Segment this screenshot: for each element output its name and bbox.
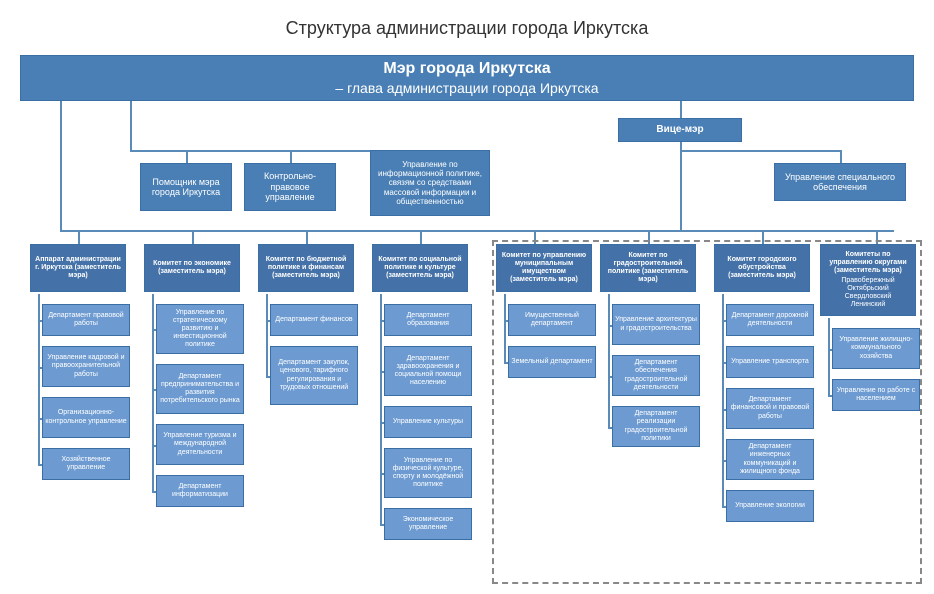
sub-col1-2: Организационно-контрольное управление: [42, 397, 130, 438]
vice-mayor-box: Вице-мэр: [618, 118, 742, 142]
sub-col8-1: Управление по работе с населением: [832, 379, 920, 411]
sub-col4-1: Департамент здравоохранения и социальной…: [384, 346, 472, 396]
sub-col4-0: Департамент образования: [384, 304, 472, 336]
sub-col1-1: Управление кадровой и правоохранительной…: [42, 346, 130, 387]
sub-col3-1: Департамент закупок, ценового, тарифного…: [270, 346, 358, 405]
sub-col3-0: Департамент финансов: [270, 304, 358, 336]
diagram-title: Структура администрации города Иркутска: [0, 0, 934, 47]
committee-5: Комитет по управлению муниципальным имущ…: [496, 244, 592, 292]
committee-4: Комитет по социальной политике и культур…: [372, 244, 468, 292]
sub-col8-0: Управление жилищно-коммунального хозяйст…: [832, 328, 920, 369]
row2-assistant: Помощник мэра города Иркутска: [140, 163, 232, 211]
committee-7: Комитет городского обустройства (замести…: [714, 244, 810, 292]
committee-3: Комитет по бюджетной политике и финансам…: [258, 244, 354, 292]
sub-col2-1: Департамент предпринимательства и развит…: [156, 364, 244, 414]
sub-col1-3: Хозяйственное управление: [42, 448, 130, 480]
sub-col7-3: Департамент инженерных коммуникаций и жи…: [726, 439, 814, 480]
sub-col1-0: Департамент правовой работы: [42, 304, 130, 336]
sub-col6-0: Управление архитектуры и градостроительс…: [612, 304, 700, 345]
sub-col4-2: Управление культуры: [384, 406, 472, 438]
mayor-line2: – глава администрации города Иркутска: [335, 80, 598, 96]
committee-2: Комитет по экономике (заместитель мэра): [144, 244, 240, 292]
sub-col6-2: Департамент реализации градостроительной…: [612, 406, 700, 447]
sub-col6-1: Департамент обеспечения градостроительно…: [612, 355, 700, 396]
row2-special: Управление специального обеспечения: [774, 163, 906, 201]
sub-col7-2: Департамент финансовой и правовой работы: [726, 388, 814, 429]
mayor-line1: Мэр города Иркутска: [383, 60, 550, 78]
row2-infopolicy: Управление по информационной политике, с…: [370, 150, 490, 216]
sub-col2-2: Управление туризма и международной деяте…: [156, 424, 244, 465]
sub-col7-1: Управление транспорта: [726, 346, 814, 378]
committee-1: Аппарат администрации г. Иркутска (замес…: [30, 244, 126, 292]
sub-col5-1: Земельный департамент: [508, 346, 596, 378]
sub-col4-4: Экономическое управление: [384, 508, 472, 540]
sub-col7-0: Департамент дорожной деятельности: [726, 304, 814, 336]
row2-control: Контрольно-правовое управление: [244, 163, 336, 211]
committee-8: Комитеты по управлению округами (замести…: [820, 244, 916, 316]
sub-col7-4: Управление экологии: [726, 490, 814, 522]
committee-6: Комитет по градостроительной политике (з…: [600, 244, 696, 292]
sub-col2-3: Департамент информатизации: [156, 475, 244, 507]
sub-col4-3: Управление по физической культуре, спорт…: [384, 448, 472, 498]
mayor-box: Мэр города Иркутска – глава администраци…: [20, 55, 914, 101]
sub-col2-0: Управление по стратегическому развитию и…: [156, 304, 244, 354]
sub-col5-0: Имущественный департамент: [508, 304, 596, 336]
